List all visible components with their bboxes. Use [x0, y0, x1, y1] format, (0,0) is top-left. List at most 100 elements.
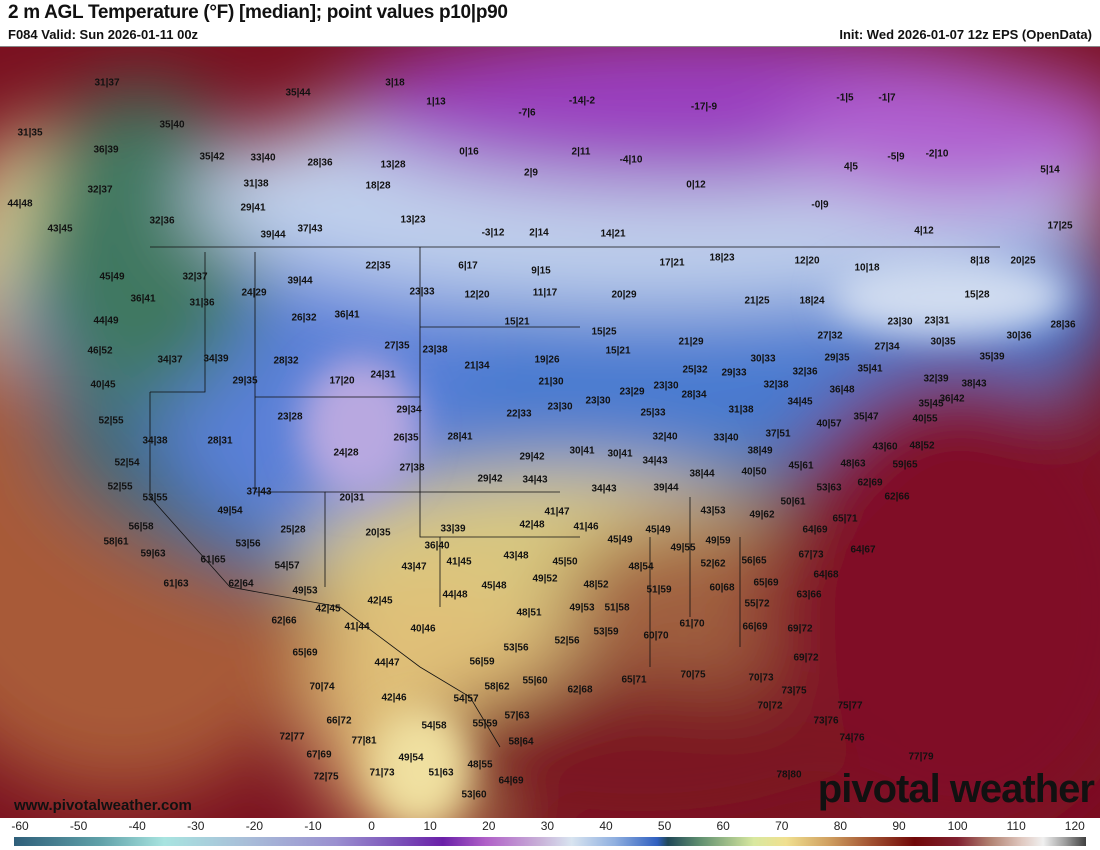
point-value-label: -4|10 [619, 154, 643, 166]
colorbar-tick-label: 60 [716, 819, 730, 833]
init-time: Init: Wed 2026-01-07 12z EPS (OpenData) [839, 27, 1092, 42]
point-value-label: -0|9 [811, 199, 829, 211]
point-value-label: 26|32 [291, 312, 317, 324]
point-value-label: 57|63 [504, 710, 530, 722]
colorbar-tick-label: 80 [833, 819, 848, 833]
point-value-label: 31|37 [94, 77, 120, 89]
point-value-label: 17|21 [659, 257, 685, 269]
point-value-label: 45|49 [99, 271, 125, 283]
point-value-label: 25|33 [640, 407, 666, 419]
point-value-label: 32|36 [792, 366, 818, 378]
point-value-label: 28|34 [681, 389, 707, 401]
point-value-label: 54|57 [453, 693, 479, 705]
point-value-label: 2|11 [571, 146, 591, 158]
point-value-label: 69|72 [793, 652, 819, 664]
point-value-label: 42|45 [315, 603, 341, 615]
point-value-label: 15|21 [605, 345, 631, 357]
point-value-label: 35|44 [285, 87, 311, 99]
point-value-label: 32|36 [149, 215, 175, 227]
point-value-label: 2|9 [524, 167, 538, 179]
point-value-label: 10|18 [854, 262, 880, 274]
point-value-label: 20|31 [339, 492, 365, 504]
point-value-label: 30|41 [607, 448, 633, 460]
point-value-label: 13|23 [400, 214, 426, 226]
point-value-label: 29|35 [824, 352, 850, 364]
point-value-label: 28|32 [273, 355, 299, 367]
point-value-label: 23|29 [619, 386, 645, 398]
point-value-label: 45|48 [481, 580, 507, 592]
point-value-label: 40|46 [410, 623, 436, 635]
point-value-label: 45|61 [788, 460, 814, 472]
point-value-label: 74|76 [839, 732, 865, 744]
point-value-label: 66|69 [742, 621, 768, 633]
header: 2 m AGL Temperature (°F) [median]; point… [0, 0, 1100, 46]
point-value-label: 8|18 [970, 255, 990, 267]
point-value-label: 39|44 [653, 482, 679, 494]
point-value-label: 66|72 [326, 715, 352, 727]
point-value-label: 62|69 [857, 477, 883, 489]
point-value-label: 39|44 [287, 275, 313, 287]
point-value-label: 63|66 [796, 589, 822, 601]
valid-time: F084 Valid: Sun 2026-01-11 00z [8, 27, 199, 42]
point-value-label: 14|21 [600, 228, 626, 240]
point-value-label: 64|68 [813, 569, 839, 581]
point-value-label: 0|16 [459, 146, 479, 158]
colorbar-tick-label: 30 [540, 819, 555, 833]
point-value-label: 34|43 [522, 474, 548, 486]
point-value-label: 54|57 [274, 560, 300, 572]
point-value-label: 23|30 [887, 316, 913, 328]
point-value-label: 48|63 [840, 458, 866, 470]
point-value-label: 45|50 [552, 556, 578, 568]
point-value-label: 34|43 [642, 455, 668, 467]
point-value-label: 19|26 [534, 354, 560, 366]
point-value-label: -17|-9 [690, 101, 718, 113]
point-value-label: 37|43 [246, 486, 272, 498]
point-value-label: 49|62 [749, 509, 775, 521]
point-value-label: 33|39 [440, 523, 466, 535]
colorbar-tick-label: 100 [947, 819, 968, 833]
point-value-label: 64|67 [850, 544, 876, 556]
point-value-label: 11|17 [532, 287, 558, 299]
colorbar-tick-label: 40 [599, 819, 613, 833]
point-value-label: 32|37 [182, 271, 208, 283]
point-value-label: 23|30 [585, 395, 611, 407]
point-value-label: 61|65 [200, 554, 226, 566]
point-value-label: 28|36 [1050, 319, 1076, 331]
point-value-label: 25|32 [682, 364, 708, 376]
point-value-label: 77|81 [351, 735, 377, 747]
point-value-label: 18|28 [365, 180, 391, 192]
point-value-label: 65|71 [621, 674, 647, 686]
point-value-label: 15|25 [591, 326, 617, 338]
point-value-label: 52|62 [700, 558, 726, 570]
point-value-label: 55|60 [522, 675, 548, 687]
point-value-label: 15|28 [964, 289, 990, 301]
point-value-label: 9|15 [531, 265, 551, 277]
point-value-label: 65|69 [292, 647, 318, 659]
colorbar-tick-label: 20 [482, 819, 496, 833]
point-value-label: 51|59 [646, 584, 672, 596]
point-value-label: 44|47 [374, 657, 400, 669]
point-value-label: 30|41 [569, 445, 595, 457]
point-value-label: 58|64 [508, 736, 534, 748]
point-value-label: 43|47 [401, 561, 427, 573]
point-value-label: 65|69 [753, 577, 779, 589]
website-watermark: www.pivotalweather.com [14, 797, 192, 814]
point-value-label: 49|54 [398, 752, 424, 764]
point-value-label: 55|72 [744, 598, 770, 610]
point-value-label: 31|38 [243, 178, 269, 190]
point-value-label: 58|61 [103, 536, 129, 548]
colorbar: -60 -50 -40 -30 -20 -10 0 10 20 30 40 50 60 70 80 90 100… [0, 818, 1100, 850]
point-value-label: 38|49 [747, 445, 773, 457]
point-value-label: 12|20 [794, 255, 820, 267]
point-value-label: 35|41 [857, 363, 883, 375]
point-value-label: 6|17 [458, 260, 478, 272]
point-value-label: 70|74 [309, 681, 335, 693]
point-value-label: 53|56 [235, 538, 261, 550]
point-value-label: 48|54 [628, 561, 654, 573]
point-value-label: 67|69 [306, 749, 332, 761]
point-value-label: -1|5 [836, 92, 854, 104]
point-value-label: 29|35 [232, 375, 258, 387]
point-value-label: 45|49 [607, 534, 633, 546]
point-value-label: 41|45 [446, 556, 472, 568]
point-value-label: 40|55 [912, 413, 938, 425]
